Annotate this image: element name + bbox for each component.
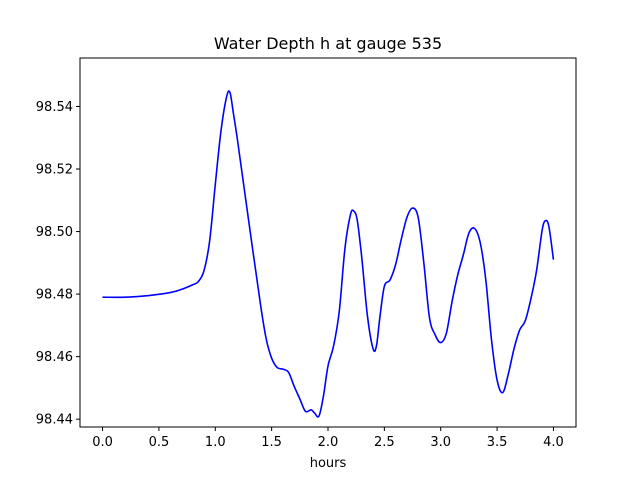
y-axis-ticks: 98.44 98.46 98.48 98.50 98.52 98.54 [36, 100, 80, 428]
x-axis-label: hours [310, 456, 347, 471]
x-tick-label: 0.5 [149, 435, 170, 450]
x-tick-label: 3.0 [430, 435, 451, 450]
x-tick-label: 0.0 [92, 435, 113, 450]
y-tick-label: 98.44 [36, 413, 73, 428]
y-tick-label: 98.46 [36, 350, 73, 365]
x-tick-label: 4.0 [543, 435, 564, 450]
plot-area [102, 90, 555, 418]
x-tick-label: 3.5 [487, 435, 508, 450]
x-tick-label: 2.0 [318, 435, 339, 450]
axes-frame [79, 57, 577, 428]
chart-title: Water Depth h at gauge 535 [214, 34, 442, 53]
y-tick-label: 98.48 [36, 288, 73, 303]
x-tick-label: 2.5 [374, 435, 395, 450]
x-tick-label: 1.5 [261, 435, 282, 450]
x-axis-ticks: 0.0 0.5 1.0 1.5 2.0 2.5 3.0 3.5 4.0 [92, 427, 564, 450]
y-tick-label: 98.50 [36, 225, 73, 240]
series-line-0 [102, 90, 555, 418]
y-tick-label: 98.52 [36, 163, 73, 178]
y-tick-label: 98.54 [36, 100, 73, 115]
x-tick-label: 1.0 [205, 435, 226, 450]
